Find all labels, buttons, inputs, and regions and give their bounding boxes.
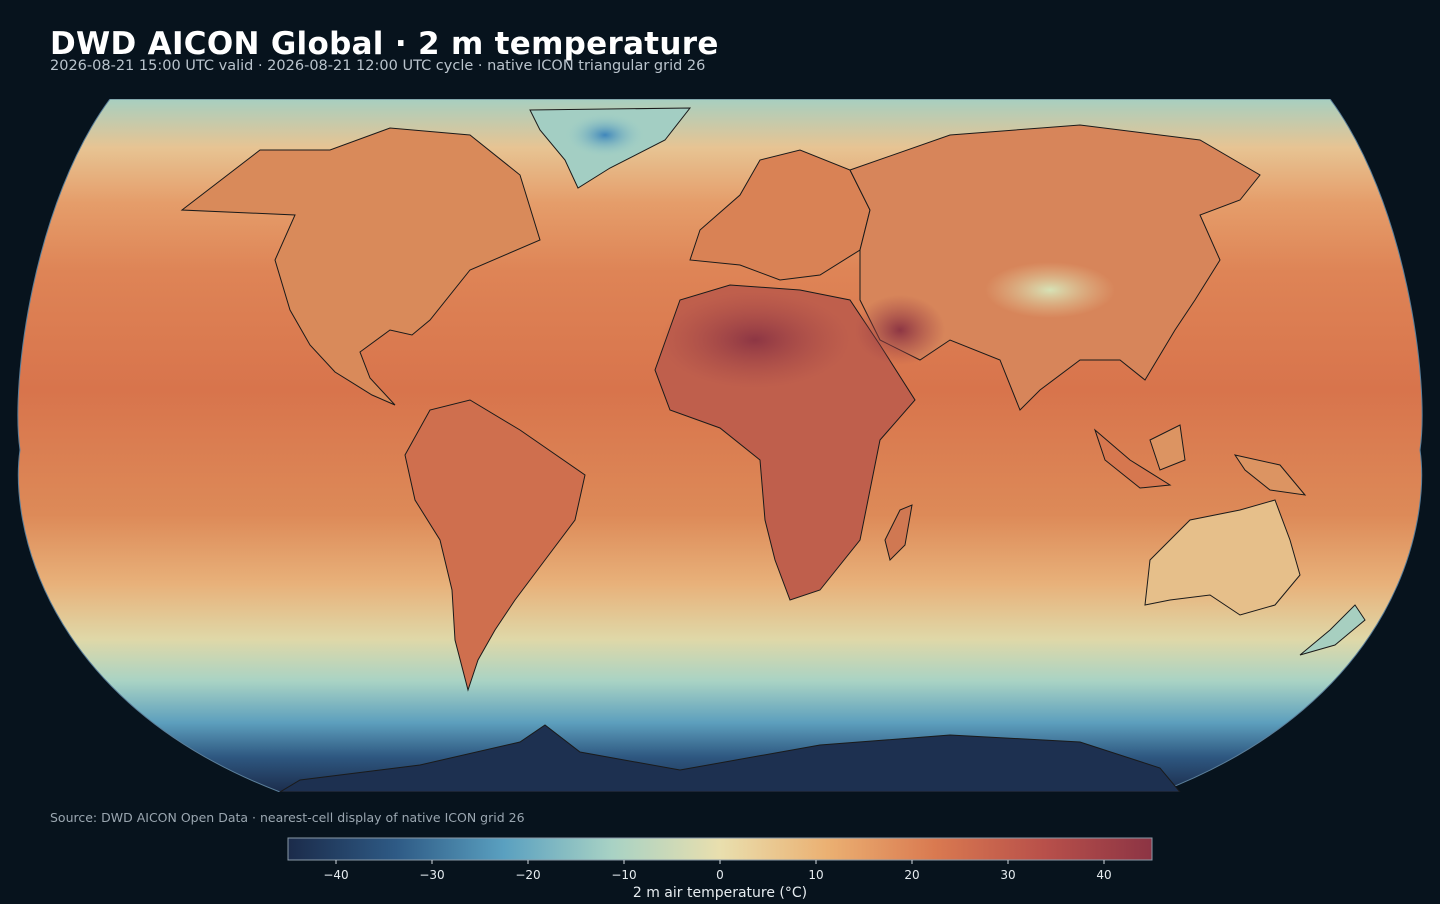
colorbar-tick-label: −20 [515, 868, 540, 882]
colorbar-tick-label: 0 [716, 868, 724, 882]
colorbar: −40 −30 −20 −10 0 10 20 30 40 [0, 830, 1440, 900]
colorbar-tick-label: −10 [611, 868, 636, 882]
greenland-cold-core [565, 113, 645, 157]
colorbar-tick-label: −40 [323, 868, 348, 882]
continent-antarctica [279, 724, 1181, 792]
colorbar-tick-label: 10 [808, 868, 823, 882]
map-title: DWD AICON Global · 2 m temperature [50, 26, 719, 62]
continent-madagascar [884, 504, 913, 561]
arabia-heat [855, 295, 945, 365]
colorbar-svg: −40 −30 −20 −10 0 10 20 30 40 [287, 837, 1153, 882]
colorbar-tick-label: 40 [1096, 868, 1111, 882]
colorbar-tick-label: 30 [1000, 868, 1015, 882]
sahara-heat [660, 292, 850, 388]
data-source-note: Source: DWD AICON Open Data · nearest-ce… [50, 810, 525, 825]
colorbar-tick-label: 20 [904, 868, 919, 882]
continent-indonesia [1093, 428, 1172, 489]
continent-north-america [180, 127, 541, 406]
tibet-cool [985, 262, 1115, 318]
map-subtitle: 2026-08-21 15:00 UTC valid · 2026-08-21 … [50, 58, 706, 74]
continent-new-guinea [1233, 454, 1307, 496]
continent-australia [1144, 499, 1301, 616]
colorbar-label: 2 m air temperature (°C) [632, 885, 808, 901]
continent-borneo [1149, 424, 1186, 471]
continent-new-zealand [1299, 604, 1366, 656]
colorbar-gradient [287, 837, 1153, 861]
continent-south-america [404, 399, 586, 692]
colorbar-tick-label: −30 [419, 868, 444, 882]
